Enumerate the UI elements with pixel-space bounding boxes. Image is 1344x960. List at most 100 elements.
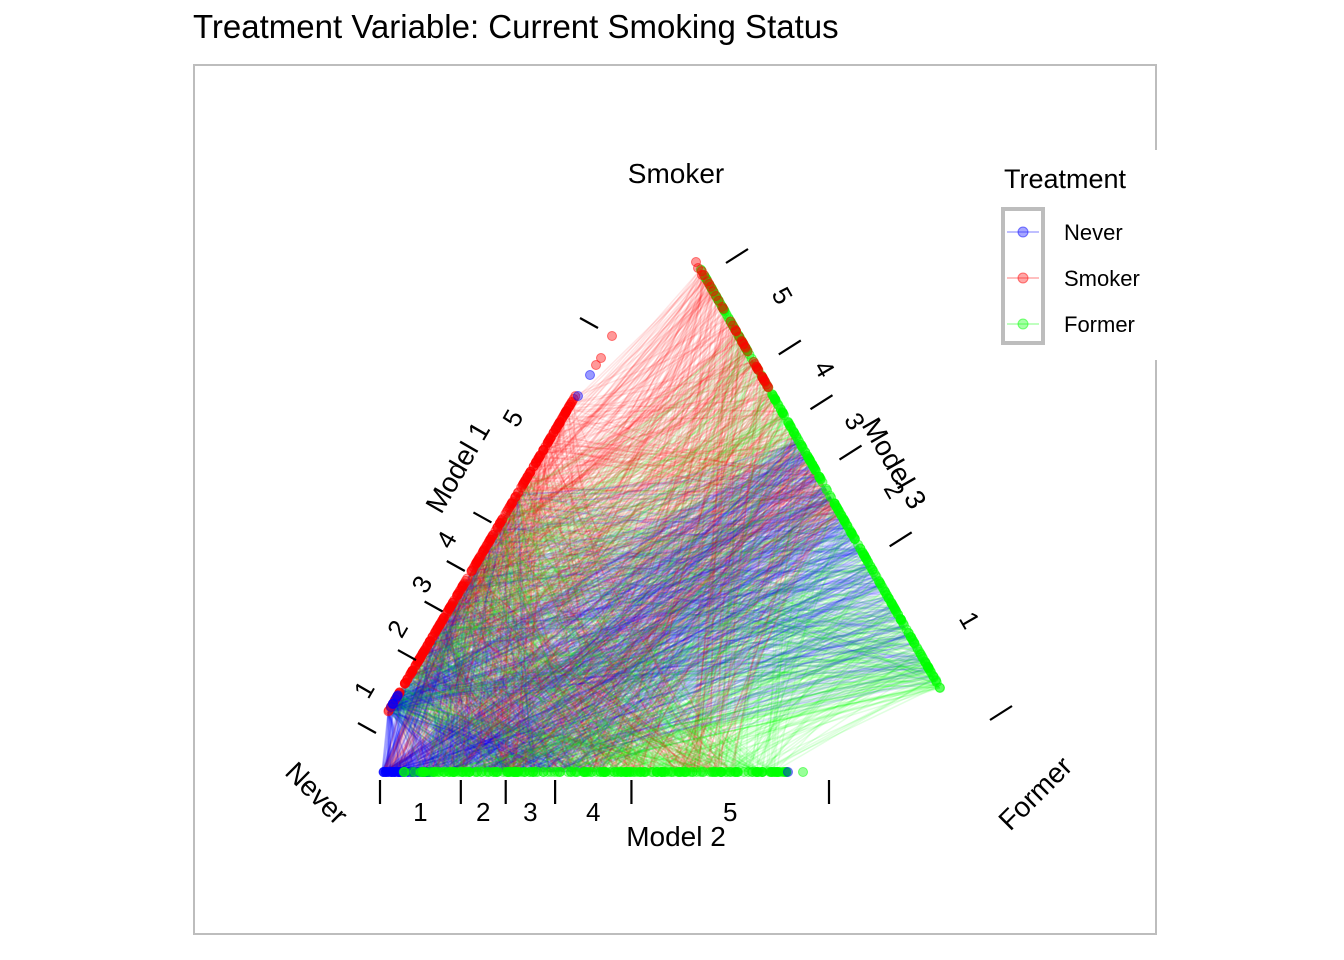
observation-line [473, 609, 897, 773]
observation-line [524, 362, 755, 483]
observation-line [390, 556, 866, 709]
observation-line [531, 443, 801, 472]
observation-line [570, 633, 910, 773]
observation-line [415, 664, 436, 773]
observation-line [389, 642, 915, 773]
observation-line [423, 394, 577, 773]
observation-line [387, 517, 844, 773]
observation-line [402, 686, 544, 773]
observation-line [444, 363, 756, 618]
observation-line [429, 402, 573, 773]
observation-line [652, 623, 904, 773]
observation-line [648, 287, 713, 773]
observation-line [387, 711, 406, 773]
observation-line [393, 700, 423, 773]
observation-line [503, 451, 544, 773]
observation-line [549, 436, 798, 773]
observation-line [728, 457, 810, 773]
observation-line [395, 618, 901, 700]
observation-line [575, 317, 730, 396]
axis-tick [838, 444, 863, 461]
observation-line [502, 517, 536, 773]
observation-line [462, 439, 799, 587]
observation-line [703, 527, 850, 773]
observation-line [508, 507, 877, 578]
observation-line [486, 524, 848, 773]
observation-line [524, 304, 722, 481]
observation-line [629, 322, 733, 773]
observation-line [392, 513, 841, 706]
observation-line [384, 440, 800, 773]
observation-line [643, 492, 829, 773]
observation-line [600, 293, 716, 773]
observation-line [451, 568, 873, 606]
observation-line [420, 655, 758, 773]
observation-line [435, 462, 537, 773]
observation-line [498, 475, 820, 526]
observation-line [453, 403, 572, 773]
observation-line [516, 670, 931, 773]
observation-line [482, 452, 807, 554]
observation-line [611, 596, 889, 773]
observation-line [407, 458, 810, 680]
observation-line [462, 584, 728, 773]
observation-line [498, 524, 539, 773]
observation-line [610, 520, 846, 773]
observation-line [461, 424, 790, 589]
observation-line [406, 679, 517, 773]
observation-line [479, 557, 574, 773]
observation-line [541, 459, 811, 773]
observation-line [439, 466, 815, 625]
observation-line [419, 350, 748, 659]
observation-line [386, 477, 821, 773]
observation-line [476, 561, 692, 773]
data-point [431, 767, 442, 777]
observation-line [471, 445, 803, 773]
observation-line [469, 511, 840, 575]
observation-line [418, 339, 742, 661]
observation-line [478, 557, 742, 773]
observation-line [420, 469, 816, 657]
observation-line [419, 550, 485, 773]
data-point [865, 560, 875, 571]
observation-line [441, 619, 715, 773]
observation-line [392, 702, 442, 773]
observation-line [398, 547, 861, 695]
observation-line [439, 478, 822, 626]
observation-line [396, 694, 400, 773]
observation-line [690, 335, 740, 773]
observation-line [421, 309, 725, 655]
observation-line [390, 706, 417, 773]
observation-line [424, 470, 533, 773]
observation-line [411, 537, 855, 773]
data-point [826, 492, 837, 503]
observation-line [388, 561, 869, 713]
observation-line [392, 702, 638, 773]
observation-line [449, 607, 623, 773]
observation-line [536, 350, 748, 462]
observation-line [489, 538, 537, 773]
data-point [626, 767, 637, 777]
observation-line [387, 579, 879, 713]
observation-line [546, 483, 824, 773]
observation-line [457, 442, 801, 596]
observation-line [397, 684, 939, 697]
observation-line [488, 515, 506, 773]
observation-line [421, 566, 872, 656]
observation-line [542, 360, 754, 453]
observation-line [469, 319, 731, 574]
observation-line [425, 289, 713, 650]
observation-line [535, 275, 706, 464]
observation-line [459, 635, 911, 773]
observation-line [395, 697, 504, 773]
observation-line [416, 662, 665, 773]
observation-line [432, 635, 612, 773]
observation-line [517, 360, 754, 495]
observation-line [390, 707, 497, 773]
quintile-label: 2 [476, 797, 490, 827]
observation-line [428, 643, 925, 661]
observation-line [475, 540, 491, 773]
observation-line [406, 678, 459, 773]
observation-line [520, 353, 750, 773]
observation-line [390, 680, 937, 773]
